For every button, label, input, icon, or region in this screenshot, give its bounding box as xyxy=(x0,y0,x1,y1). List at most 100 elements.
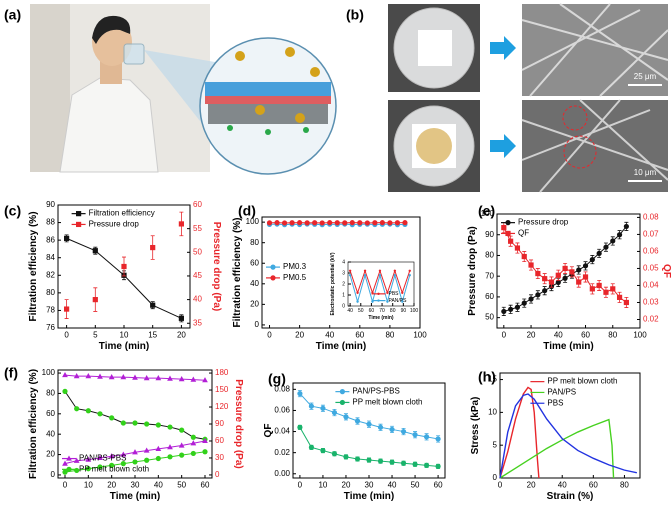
marker xyxy=(109,415,115,421)
marker xyxy=(542,276,548,282)
marker xyxy=(85,408,91,414)
y-tick-label: 0.07 xyxy=(643,230,659,239)
legend-label: PP melt blown cloth xyxy=(547,377,617,386)
legend-marker xyxy=(377,292,380,296)
highlight xyxy=(563,135,597,169)
marker xyxy=(319,220,325,226)
y-tick-label: 0 xyxy=(51,470,56,479)
legend-marker xyxy=(270,264,276,270)
marker xyxy=(386,291,389,294)
marker xyxy=(202,377,208,383)
legend-label: PM0.5 xyxy=(283,273,307,282)
marker xyxy=(178,376,185,382)
y-tick-label: 150 xyxy=(215,385,229,394)
legend-marker xyxy=(76,211,82,217)
marker xyxy=(297,390,303,397)
x-tick-label: 60 xyxy=(434,480,443,489)
x-tick-label: 30 xyxy=(365,480,374,489)
marker xyxy=(297,220,303,226)
y-tick-label: 80 xyxy=(46,288,55,297)
marker xyxy=(357,220,363,226)
marker xyxy=(363,269,367,272)
y-tick-label: 60 xyxy=(46,409,55,418)
membrane xyxy=(418,30,452,66)
x-tick-label: 50 xyxy=(411,480,420,489)
marker xyxy=(542,288,548,294)
y-tick-label: 45 xyxy=(193,271,202,280)
marker xyxy=(366,457,372,463)
marker xyxy=(73,457,80,463)
hair xyxy=(92,15,131,44)
marker xyxy=(178,442,185,448)
x-tick-label: 80 xyxy=(620,480,629,489)
marker xyxy=(132,449,138,455)
y-tick-label: 40 xyxy=(193,295,202,304)
x-tick-label: 10 xyxy=(84,480,93,489)
marker xyxy=(514,245,521,251)
photo-a xyxy=(30,4,215,173)
y-tick-label: 70 xyxy=(485,271,494,280)
marker xyxy=(348,269,352,272)
marker xyxy=(377,458,384,464)
marker xyxy=(394,220,401,226)
y-tick-label: 60 xyxy=(250,258,259,267)
y-axis-label: Electrostatic potential (kV) xyxy=(330,252,336,315)
legend-label: PM0.3 xyxy=(283,262,307,271)
x-tick-label: 60 xyxy=(201,480,210,489)
legend-label: PAN/PS xyxy=(389,298,408,304)
marker xyxy=(412,461,418,467)
y-tick-label: 4 xyxy=(342,259,345,265)
marker xyxy=(535,292,541,298)
marker xyxy=(155,445,162,451)
marker xyxy=(108,374,115,380)
marker xyxy=(202,449,208,455)
marker xyxy=(274,220,280,226)
marker xyxy=(528,296,534,302)
legend-label: PP melt blown cloth xyxy=(352,398,422,407)
y-tick-label: 10 xyxy=(488,407,497,416)
x-axis-label: Time (min) xyxy=(110,491,160,502)
marker xyxy=(548,279,555,285)
door xyxy=(30,4,70,172)
y-tick-label: 80 xyxy=(485,251,494,260)
marker xyxy=(386,300,389,303)
marker xyxy=(562,265,568,272)
y-tick-label: 0 xyxy=(493,473,498,482)
marker xyxy=(501,308,507,315)
y-tick-label: 180 xyxy=(215,368,229,377)
legend-marker xyxy=(66,455,72,461)
marker xyxy=(320,405,326,411)
x-tick-label: 40 xyxy=(554,330,563,339)
x-tick-label: 10 xyxy=(120,330,129,339)
y-tick-label: 5 xyxy=(493,440,498,449)
y2-axis-label: Pressure drop (Pa) xyxy=(211,222,222,311)
marker xyxy=(363,274,367,277)
y-tick-label: 0.04 xyxy=(643,281,659,290)
marker xyxy=(92,248,98,254)
marker xyxy=(297,424,303,430)
marker xyxy=(150,244,156,251)
legend-marker xyxy=(505,230,511,237)
marker xyxy=(167,424,173,430)
marker xyxy=(190,450,196,457)
panel-label: (e) xyxy=(478,203,495,219)
marker xyxy=(423,462,430,468)
y-tick-label: 0.03 xyxy=(643,298,659,307)
marker xyxy=(132,459,138,465)
marker xyxy=(64,235,70,241)
x-axis-label: Time (min) xyxy=(543,341,593,352)
marker xyxy=(521,300,527,306)
marker xyxy=(342,220,348,226)
panel-label: (g) xyxy=(268,371,286,387)
marker xyxy=(64,306,70,312)
x-tick-label: 40 xyxy=(325,330,334,339)
marker xyxy=(603,289,609,295)
y-tick-label: 20 xyxy=(46,450,55,459)
particle xyxy=(265,129,271,135)
marker xyxy=(616,232,623,238)
marker xyxy=(528,262,534,268)
marker xyxy=(85,456,92,462)
y-tick-label: 80 xyxy=(46,389,55,398)
marker xyxy=(155,455,161,462)
